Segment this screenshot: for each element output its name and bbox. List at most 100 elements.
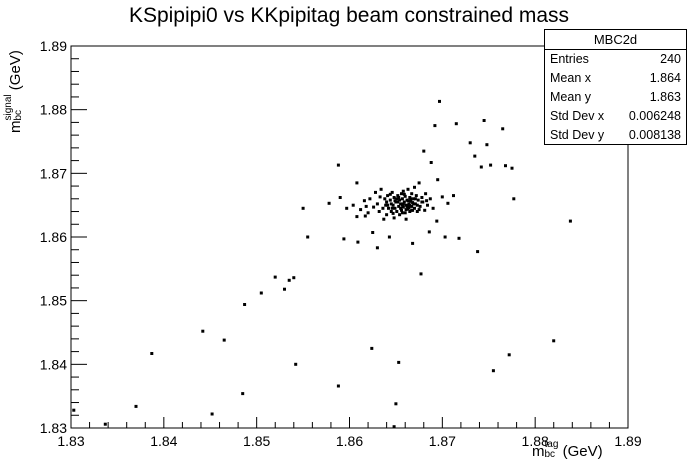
data-point <box>400 192 403 196</box>
data-point <box>407 206 411 210</box>
data-point <box>103 422 107 426</box>
data-point <box>443 235 447 239</box>
data-point <box>381 206 385 210</box>
data-point <box>405 204 409 208</box>
data-point <box>425 199 429 203</box>
data-point <box>400 208 403 212</box>
data-point <box>422 149 426 153</box>
data-point <box>410 192 414 196</box>
y-tick-label: 1.86 <box>40 229 67 245</box>
data-point <box>338 196 342 199</box>
data-point <box>370 346 374 350</box>
data-point <box>134 404 138 408</box>
data-point <box>377 210 381 213</box>
data-point <box>410 204 414 208</box>
data-point <box>491 369 495 373</box>
y-tick-label: 1.88 <box>40 102 67 118</box>
data-point <box>419 272 423 276</box>
stats-row-stddev-y: Std Dev y 0.008138 <box>545 126 686 145</box>
data-point <box>355 181 359 185</box>
data-point <box>431 206 435 210</box>
x-axis-label-sup: tag <box>544 439 559 450</box>
data-point <box>273 275 277 279</box>
stats-name: MBC2d <box>545 30 686 50</box>
y-axis-label-scripts: bc signal <box>3 94 24 121</box>
data-point <box>72 408 76 412</box>
data-point <box>301 206 305 210</box>
y-tick-label: 1.85 <box>40 293 67 309</box>
data-point <box>393 206 397 210</box>
y-tick-label: 1.84 <box>40 356 67 372</box>
data-point <box>359 208 363 212</box>
data-point <box>292 276 296 280</box>
y-axis-label-sub: bc <box>13 109 24 121</box>
data-point <box>413 206 416 210</box>
data-point <box>355 215 359 219</box>
stats-label: Mean y <box>550 90 591 104</box>
data-point <box>454 122 458 126</box>
data-point <box>420 196 424 199</box>
data-point <box>412 202 416 206</box>
data-point <box>409 199 413 203</box>
x-tick-label: 1.89 <box>614 433 641 449</box>
data-point <box>446 201 450 205</box>
data-point <box>501 127 505 131</box>
data-point <box>259 291 263 295</box>
data-point <box>433 124 437 128</box>
x-axis-label-unit: (GeV) <box>562 443 603 460</box>
data-point <box>403 211 407 215</box>
data-point <box>222 338 226 342</box>
data-point <box>423 208 427 212</box>
data-point <box>241 392 245 396</box>
data-point <box>436 178 440 182</box>
data-point <box>294 362 298 366</box>
stats-value: 240 <box>660 52 681 66</box>
stats-label: Std Dev y <box>550 128 605 142</box>
data-point <box>389 202 393 206</box>
x-tick-label: 1.87 <box>429 433 456 449</box>
stats-box: MBC2d Entries 240 Mean x 1.864 Mean y 1.… <box>544 29 687 145</box>
data-point <box>393 199 397 203</box>
data-point <box>395 197 399 201</box>
y-tick-label: 1.83 <box>40 420 67 436</box>
data-point <box>552 339 556 343</box>
data-point <box>402 200 406 204</box>
data-point <box>397 204 401 208</box>
data-point <box>420 200 424 204</box>
data-point <box>476 250 480 254</box>
data-point <box>468 141 472 145</box>
data-point <box>382 217 386 221</box>
data-point <box>482 119 486 122</box>
data-point <box>429 161 433 164</box>
data-point <box>411 208 415 212</box>
data-point <box>336 163 340 167</box>
data-point <box>400 197 404 201</box>
data-point <box>375 202 379 206</box>
data-point <box>383 197 387 201</box>
data-point <box>401 189 405 193</box>
data-point <box>387 235 391 239</box>
data-point <box>201 329 205 333</box>
data-point <box>366 211 370 215</box>
data-point <box>418 204 422 208</box>
data-point <box>399 206 403 210</box>
data-point <box>388 192 392 196</box>
data-point <box>398 198 402 202</box>
data-point <box>368 197 372 201</box>
data-point <box>306 235 310 239</box>
data-point <box>416 198 420 202</box>
data-point <box>336 384 340 388</box>
data-point <box>384 203 388 207</box>
y-axis-label: m bc signal (GeV) <box>3 50 24 133</box>
y-tick-label: 1.89 <box>40 38 67 54</box>
x-axis-label-scripts: bc tag <box>545 440 559 460</box>
data-point <box>287 278 291 282</box>
x-axis-label-sub: bc <box>544 449 556 460</box>
data-point <box>401 205 405 209</box>
x-tick-label: 1.84 <box>150 433 177 449</box>
data-point <box>457 236 461 240</box>
data-point <box>379 187 383 191</box>
data-points <box>72 99 572 429</box>
data-point <box>415 210 419 213</box>
